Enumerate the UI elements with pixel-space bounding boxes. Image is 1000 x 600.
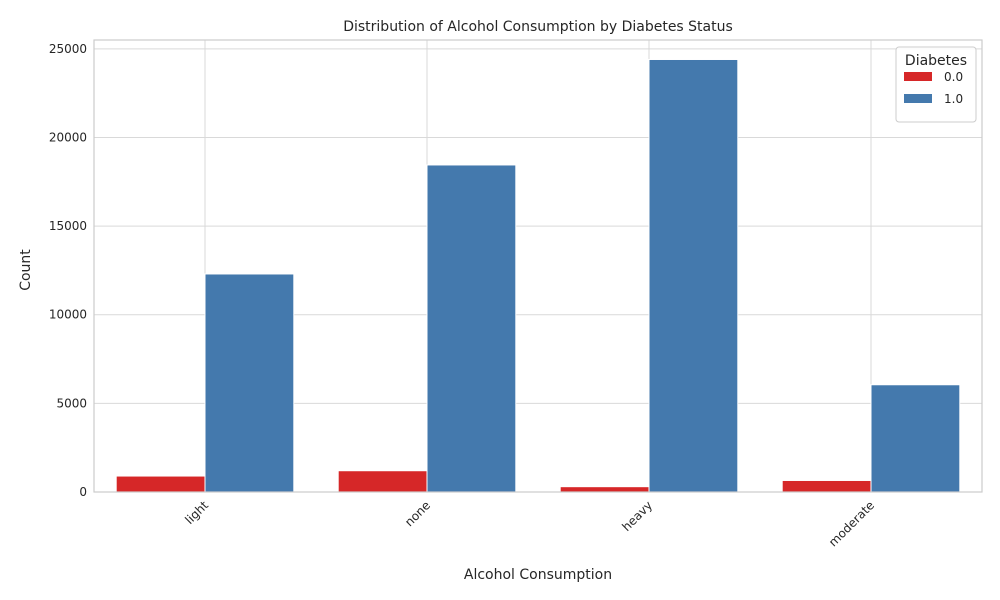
bar-heavy-1.0	[648, 58, 739, 493]
legend-swatch-1.0	[904, 94, 932, 103]
y-tick-label: 5000	[56, 396, 87, 410]
y-tick-label: 0	[79, 485, 87, 499]
y-tick-label: 20000	[49, 130, 87, 144]
legend-label-1.0: 1.0	[944, 92, 963, 106]
y-tick-label: 25000	[49, 42, 87, 56]
chart-title: Distribution of Alcohol Consumption by D…	[343, 19, 733, 35]
y-tick-label: 15000	[49, 219, 87, 233]
legend-box	[895, 46, 977, 123]
y-axis-label: Count	[18, 249, 34, 291]
plot-frame	[93, 39, 983, 493]
bar-light-0.0	[115, 475, 206, 493]
legend-title: Diabetes	[905, 53, 967, 69]
x-tick-label: none	[402, 498, 433, 529]
plot-area: 0 5000 10000 15000 20000 25000 light none heavy m…	[49, 39, 983, 549]
x-tick-label: heavy	[619, 498, 655, 534]
x-tick-label: light	[182, 498, 211, 527]
x-axis-label: Alcohol Consumption	[464, 567, 612, 583]
bar-moderate-0.0	[781, 479, 872, 493]
bar-none-0.0	[337, 470, 428, 493]
bar-moderate-1.0	[870, 384, 961, 493]
legend-swatch-0.0	[904, 72, 932, 81]
y-tick-label: 10000	[49, 308, 87, 322]
legend-label-0.0: 0.0	[944, 70, 963, 84]
bar-light-1.0	[204, 273, 295, 493]
x-tick-label: moderate	[826, 498, 877, 549]
bar-none-1.0	[426, 164, 517, 493]
bar-heavy-0.0	[559, 486, 650, 493]
